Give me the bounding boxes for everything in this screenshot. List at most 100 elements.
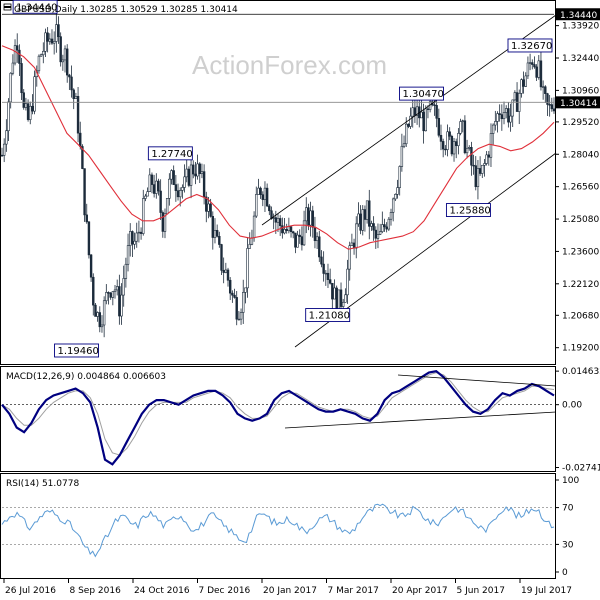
price-candle-body (185, 168, 188, 178)
price-candle-body (322, 263, 325, 274)
price-candle-body (276, 218, 280, 223)
rsi-tick-label: 70 (562, 504, 574, 514)
price-candle-body (165, 198, 169, 215)
price-candle-body (176, 190, 180, 198)
price-candle-body (61, 59, 65, 63)
rsi-tick-label: 0 (562, 568, 568, 578)
price-candle-body (420, 111, 423, 119)
price-candle-body (372, 223, 375, 231)
price-candle-body (255, 194, 258, 217)
price-candle-body (9, 72, 12, 103)
price-candle-body (511, 99, 514, 117)
price-candle-body (544, 86, 547, 94)
price-candle-body (524, 75, 527, 87)
price-candle-body (296, 234, 299, 248)
price-candle-body (120, 294, 123, 317)
macd-tick-label: 0.014632 (562, 367, 600, 377)
price-candle-body (109, 292, 112, 298)
price-candle-body (205, 196, 208, 212)
price-candle-body (183, 176, 186, 188)
date-tick-label: 5 Jun 2017 (457, 586, 505, 596)
price-candle-body (318, 236, 321, 258)
price-candle-body (89, 254, 93, 278)
price-candle-body (74, 96, 78, 99)
price-candle-body (491, 124, 495, 134)
price-candle-body (155, 180, 158, 194)
price-candle-body (157, 180, 160, 192)
price-candle-body (118, 286, 121, 317)
price-candle-body (161, 212, 165, 232)
level-box (12, 0, 58, 14)
macd-panel-frame (0, 366, 556, 472)
channel-upper-line (261, 14, 557, 226)
price-candle-body (270, 210, 273, 219)
level-label: 1.25880 (449, 206, 490, 217)
price-candle-body (320, 256, 323, 265)
price-candle-body (102, 300, 106, 326)
price-candle-body (207, 203, 210, 212)
price-candle-body (26, 103, 30, 120)
watermark: ActionForex.com (192, 50, 387, 80)
price-candle-body (122, 278, 125, 296)
price-candle-body (44, 32, 47, 52)
level-box (445, 203, 491, 217)
price-candle-body (115, 286, 119, 291)
price-candle-body (378, 231, 382, 235)
price-candle-body (257, 187, 260, 195)
price-candle-body (189, 164, 193, 186)
price-candle-body (272, 217, 275, 219)
price-candle-body (142, 198, 145, 234)
price-candle-body (496, 113, 499, 122)
price-candle-body (92, 276, 95, 306)
price-candle-body (444, 148, 447, 151)
price-candle-body (474, 165, 477, 188)
price-candle-body (348, 245, 351, 270)
price-candle-body (324, 272, 328, 275)
price-candle-body (16, 45, 19, 51)
price-tick-label: 1.20680 (562, 311, 599, 321)
price-candle-body (402, 143, 406, 147)
price-candle-body (531, 62, 534, 65)
price-candle-body (196, 163, 199, 177)
date-axis: 26 Jul 2016 8 Sep 2016 24 Oct 2016 7 Dec 20… (3, 579, 572, 596)
date-tick-label: 24 Oct 2016 (134, 586, 190, 596)
price-candle-body (292, 231, 295, 234)
price-candle-body (263, 187, 267, 200)
price-candle-body (361, 209, 364, 231)
rsi-series (1, 503, 555, 558)
price-tick-label: 1.26560 (562, 183, 599, 193)
price-candle-body (209, 203, 212, 217)
price-candle-body (22, 92, 25, 108)
price-candle-body (328, 279, 332, 284)
price-candle-body (148, 174, 151, 192)
price-candle-body (448, 131, 451, 137)
price-candle-body (146, 191, 149, 197)
price-candle-body (465, 147, 469, 154)
price-candle-body (355, 223, 358, 249)
price-candle-body (502, 112, 506, 120)
price-candle-body (302, 220, 306, 246)
date-tick-label: 19 Jul 2017 (521, 586, 572, 596)
price-candle-body (376, 234, 380, 239)
price-candle-body (0, 154, 4, 157)
price-candle-body (441, 141, 445, 150)
price-candle-body (224, 269, 228, 273)
price-candle-body (363, 209, 367, 220)
level-label: 1.21080 (309, 311, 350, 322)
price-candle-body (7, 101, 10, 132)
price-candle-body (396, 187, 399, 195)
price-candle-body (52, 41, 56, 44)
price-candle-body (192, 164, 195, 175)
last-price-label: 1.30414 (560, 99, 597, 109)
price-candle-body (96, 312, 99, 317)
price-candle-body (278, 218, 282, 226)
price-candle-body (383, 224, 386, 228)
price-candle-body (389, 212, 393, 220)
price-candle-body (522, 79, 525, 87)
price-candle-body (31, 105, 34, 112)
price-candle-body (81, 146, 84, 169)
rsi-label: RSI(14) 51.0778 (6, 479, 79, 489)
price-candle-body (344, 294, 347, 303)
price-candle-body (287, 226, 291, 232)
price-tick-label: 1.28040 (562, 150, 599, 160)
